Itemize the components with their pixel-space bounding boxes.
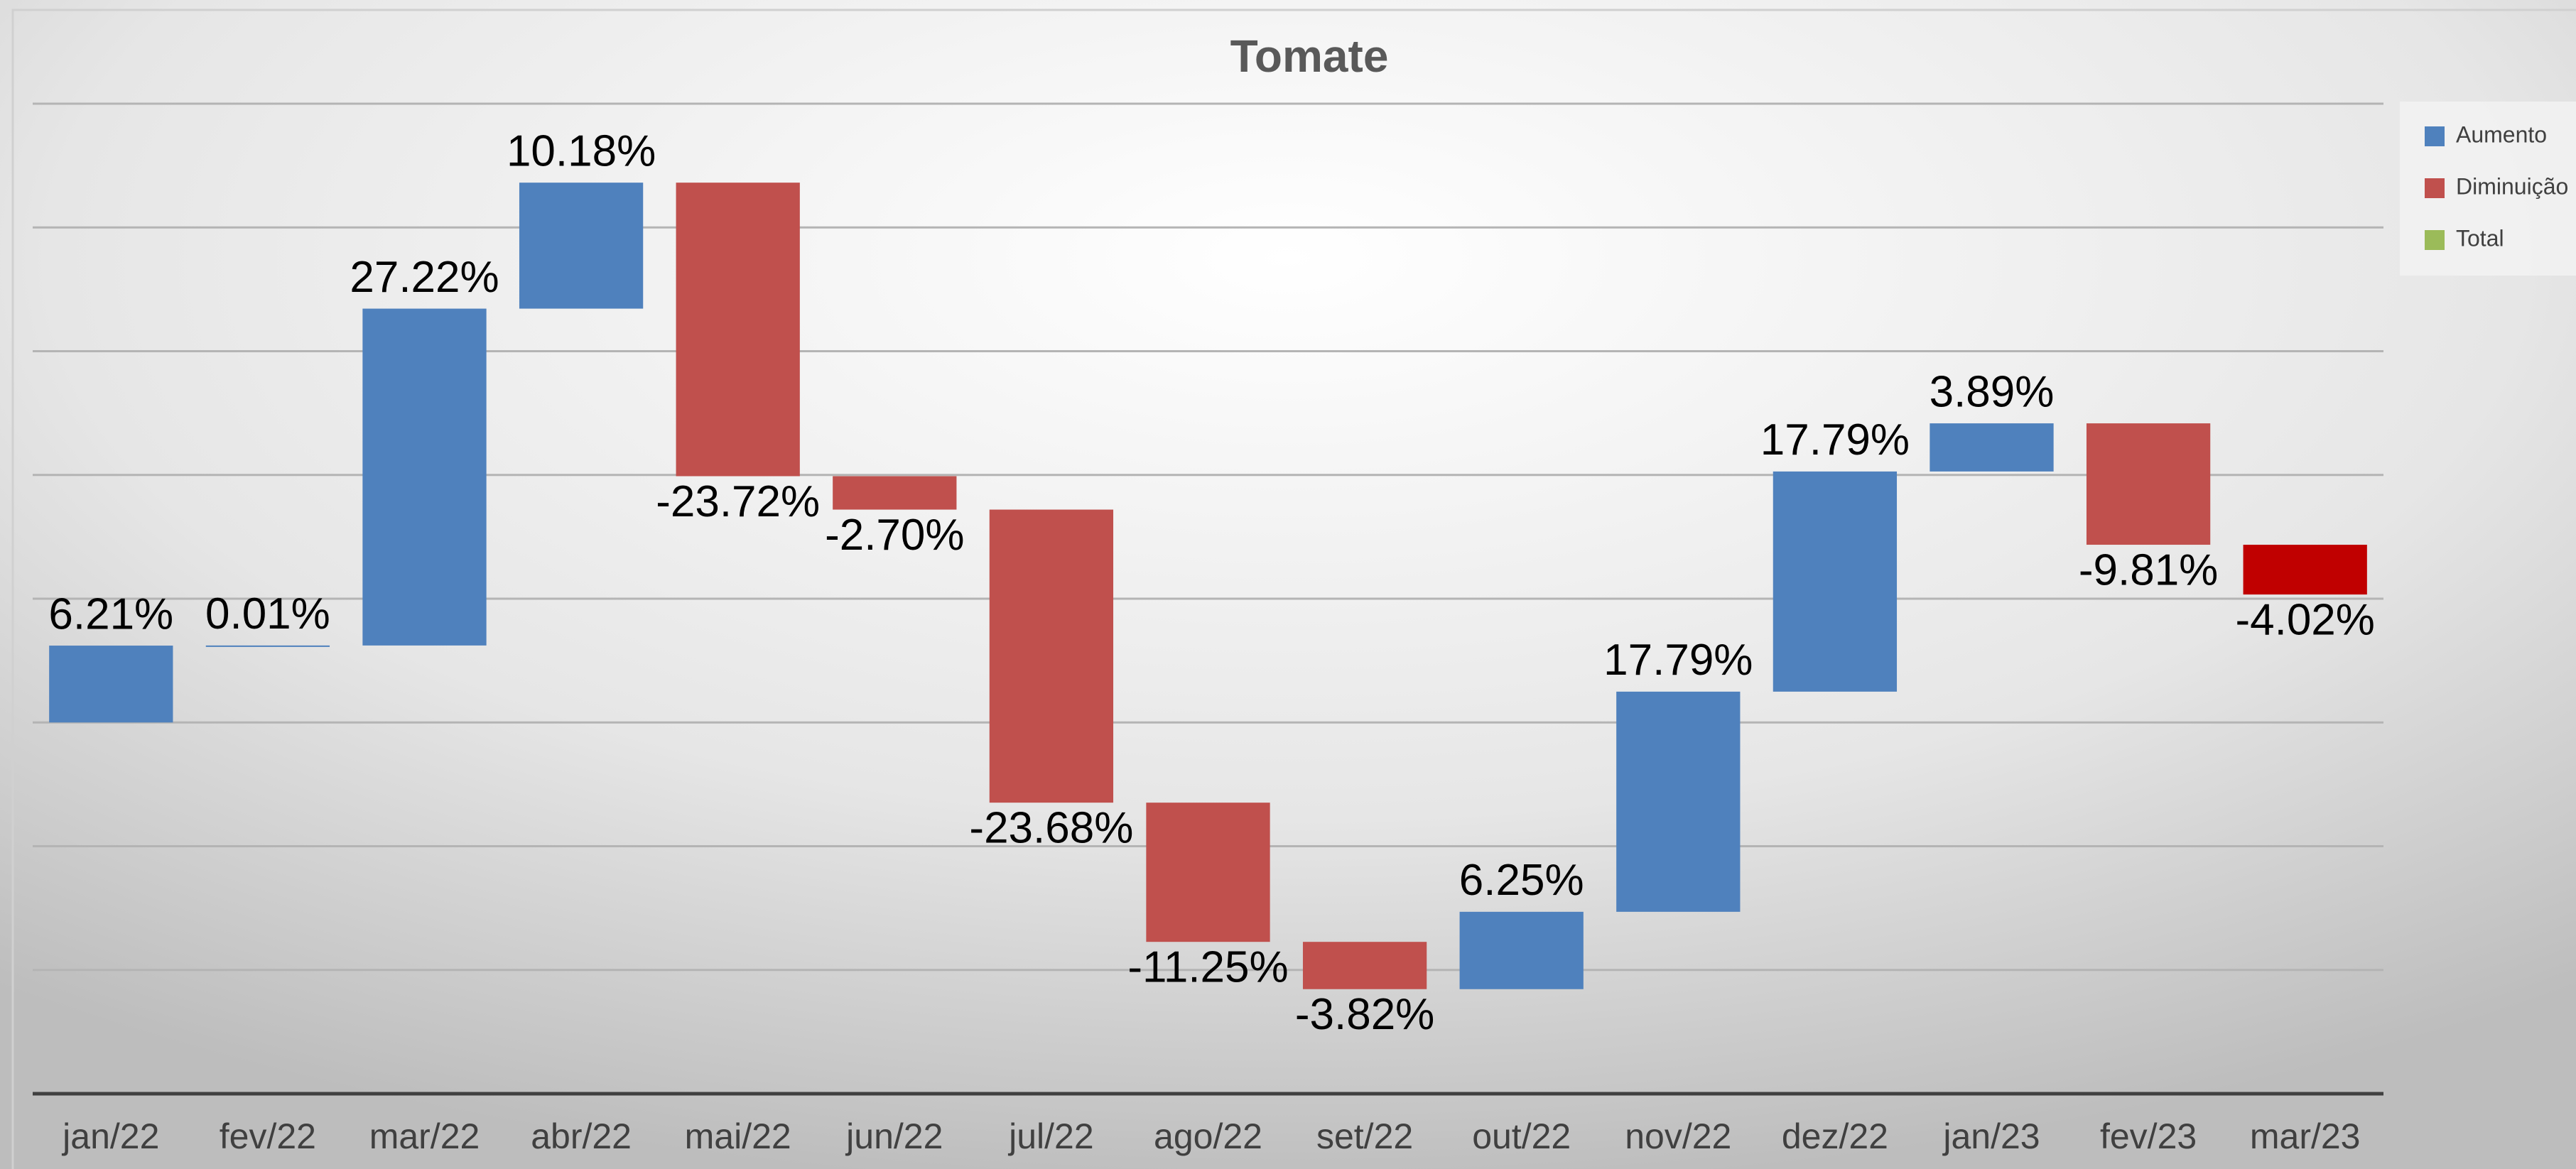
bar — [519, 183, 644, 309]
bar — [205, 645, 330, 647]
x-tick-label: jan/23 — [1942, 1116, 2040, 1156]
bar — [2086, 423, 2211, 545]
data-label: 10.18% — [507, 127, 656, 176]
x-tick-label: mar/22 — [369, 1116, 480, 1156]
bar — [676, 183, 800, 477]
bar — [49, 646, 173, 723]
data-label: -4.02% — [2235, 595, 2374, 644]
x-tick-label: jan/22 — [61, 1116, 159, 1156]
legend-swatch — [2425, 178, 2445, 198]
data-label: 6.25% — [1459, 856, 1584, 905]
bar — [1146, 803, 1270, 942]
legend-swatch — [2425, 230, 2445, 250]
data-label: -23.68% — [969, 804, 1133, 853]
x-tick-label: ago/22 — [1154, 1116, 1262, 1156]
x-tick-label: jul/22 — [1007, 1116, 1094, 1156]
legend-label: Diminuição — [2456, 173, 2568, 199]
data-label: 3.89% — [1930, 367, 2055, 416]
data-label: 0.01% — [205, 589, 330, 638]
bar — [1459, 911, 1584, 989]
x-tick-label: mai/22 — [685, 1116, 791, 1156]
bar — [989, 509, 1114, 803]
data-label: 6.21% — [48, 589, 173, 638]
x-tick-label: jun/22 — [845, 1116, 943, 1156]
data-label: -2.70% — [825, 511, 964, 560]
bar — [1773, 471, 1898, 692]
legend-label: Total — [2456, 225, 2504, 251]
bar — [362, 308, 487, 646]
x-tick-label: nov/22 — [1625, 1116, 1731, 1156]
data-label: 27.22% — [350, 253, 499, 302]
x-tick-label: set/22 — [1316, 1116, 1413, 1156]
chart-title: Tomate — [1230, 31, 1389, 82]
data-label: -23.72% — [656, 477, 820, 526]
x-tick-label: fev/22 — [220, 1116, 316, 1156]
x-tick-label: dez/22 — [1782, 1116, 1888, 1156]
data-label: 17.79% — [1603, 636, 1753, 685]
x-tick-label: fev/23 — [2100, 1116, 2197, 1156]
x-tick-label: abr/22 — [531, 1116, 632, 1156]
legend-label: Aumento — [2456, 121, 2547, 147]
bar — [1930, 423, 2054, 472]
bar — [833, 476, 957, 510]
bar — [2243, 545, 2367, 595]
bar — [1616, 691, 1741, 912]
bar — [1302, 942, 1427, 989]
data-label: -11.25% — [1127, 943, 1288, 992]
legend-swatch — [2425, 126, 2445, 146]
x-tick-label: mar/23 — [2250, 1116, 2361, 1156]
data-label: -3.82% — [1295, 990, 1434, 1039]
x-tick-label: out/22 — [1472, 1116, 1571, 1156]
data-label: 17.79% — [1760, 415, 1910, 464]
chart-border — [11, 9, 2576, 1169]
data-label: -9.81% — [2079, 545, 2218, 594]
